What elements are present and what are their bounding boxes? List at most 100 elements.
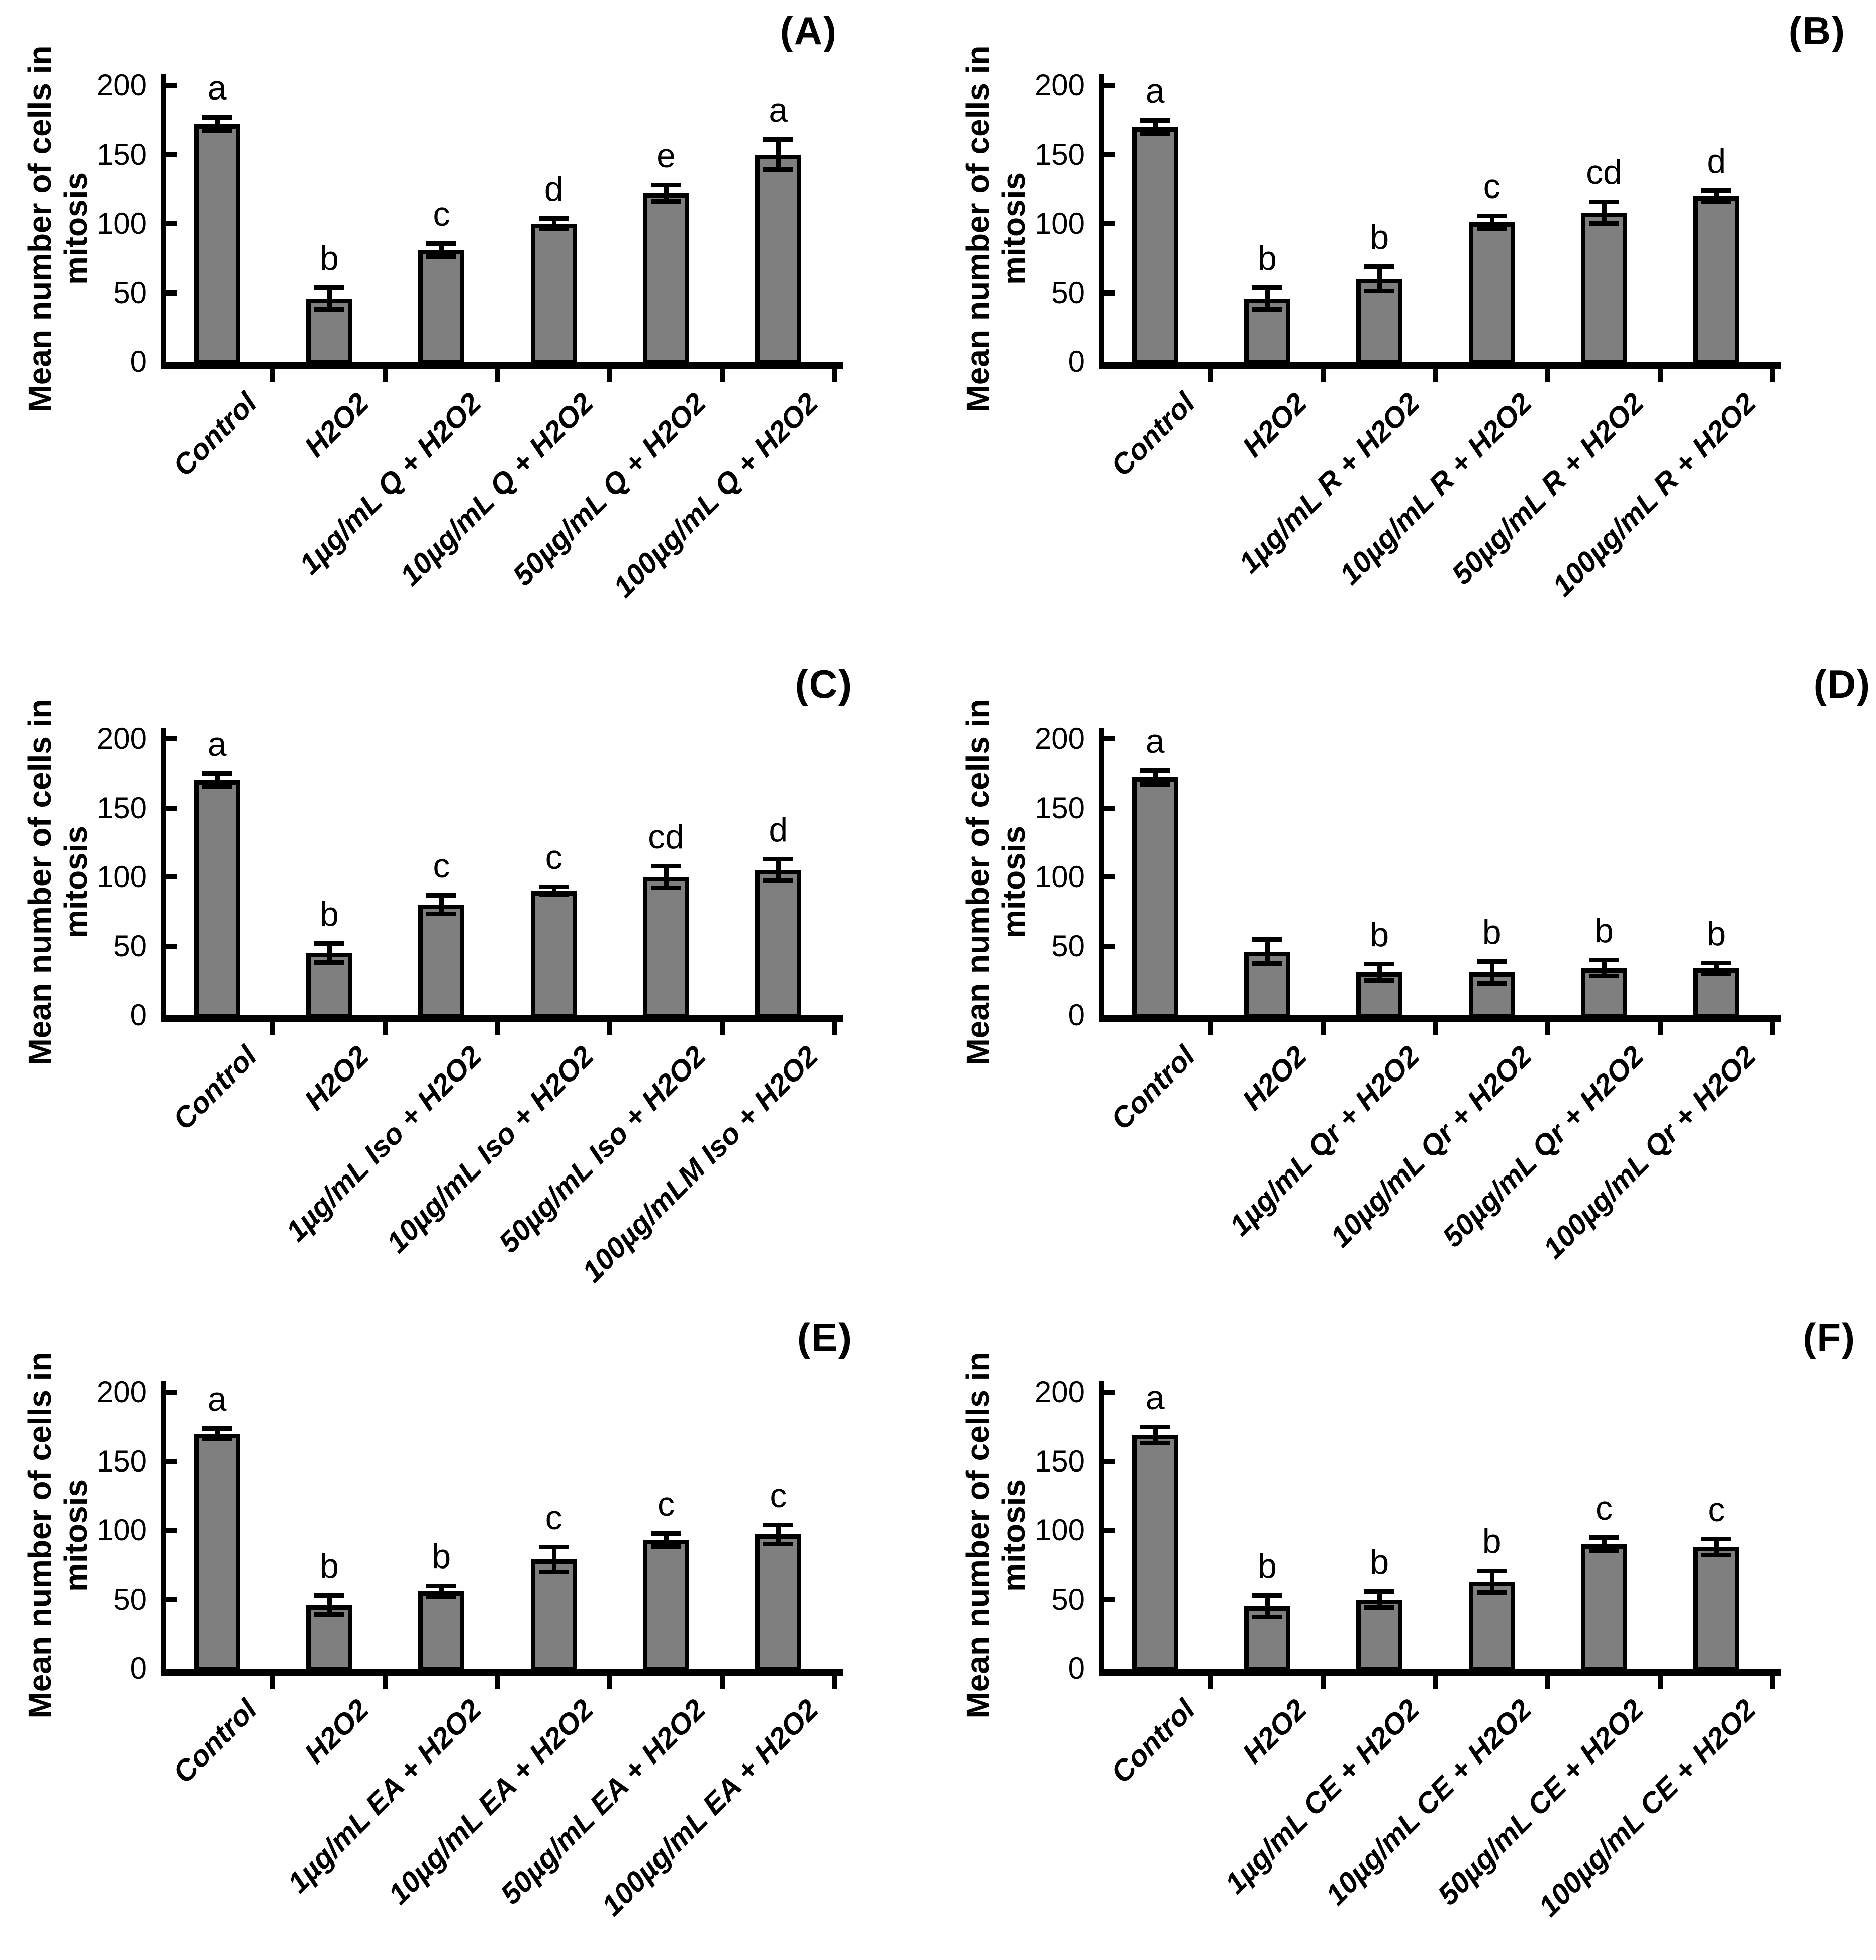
y-tick-label: 50	[1051, 1582, 1085, 1616]
bar	[418, 905, 465, 1018]
bar	[1132, 777, 1178, 1018]
x-tick	[1545, 1022, 1551, 1035]
error-bar-cap-bottom	[1252, 961, 1282, 966]
error-bar-line	[1714, 1538, 1719, 1555]
error-bar-cap-bottom	[1364, 1605, 1395, 1610]
x-tick	[383, 369, 388, 382]
x-tick-label: 100µg/mL R + H2O2	[1546, 386, 1763, 603]
y-tick-label: 150	[1034, 1444, 1085, 1478]
significance-letter: a	[1145, 71, 1165, 110]
y-tick	[166, 152, 177, 157]
error-bar-cap-bottom	[202, 1436, 232, 1441]
significance-letter: c	[545, 1499, 562, 1537]
x-tick-label: 10µg/mL Q + H2O2	[394, 386, 600, 593]
error-bar-cap-top	[1701, 1536, 1732, 1541]
y-tick	[1104, 83, 1115, 88]
error-bar-line	[1265, 1595, 1270, 1618]
error-bar-cap-bottom	[763, 167, 794, 172]
y-tick-label: 50	[113, 929, 147, 963]
y-tick	[1104, 152, 1115, 157]
y-tick	[166, 805, 177, 811]
bar	[643, 193, 689, 365]
error-bar-cap-top	[1589, 1535, 1619, 1540]
error-bar-line	[1714, 962, 1719, 974]
bar	[755, 870, 802, 1018]
y-tick	[1104, 290, 1115, 296]
y-tick-label: 200	[96, 722, 147, 755]
error-bar-cap-top	[1364, 962, 1395, 967]
bar	[1244, 951, 1290, 1018]
panel-title-D: (D)	[1813, 662, 1871, 706]
x-tick	[270, 369, 276, 382]
x-axis-line	[161, 1669, 843, 1676]
y-axis-line	[1099, 728, 1104, 1022]
x-tick	[1545, 1676, 1551, 1689]
panel-B: (B) Mean number of cells in mitosis 0 50 1…	[938, 0, 1876, 653]
y-tick-label: 50	[1051, 929, 1085, 963]
significance-letter: b	[1482, 1522, 1502, 1560]
error-bar-cap-bottom	[763, 1541, 794, 1546]
y-tick-label: 50	[1051, 275, 1085, 310]
error-bar-cap-bottom	[538, 892, 569, 897]
x-tick-label: 100µg/mLM Iso + H2O2	[576, 1039, 825, 1289]
error-bar-line	[439, 1586, 444, 1597]
x-tick	[607, 369, 613, 382]
error-bar-line	[1489, 1570, 1494, 1593]
y-axis-line	[161, 74, 166, 369]
error-bar-cap-bottom	[1701, 971, 1732, 976]
significance-letter: cd	[648, 818, 684, 856]
error-bar-cap-top	[651, 1531, 681, 1536]
error-bar-cap-top	[1476, 1568, 1507, 1573]
x-tick-label: 50µg/mL Q + H2O2	[506, 386, 712, 593]
y-tick-label: 0	[130, 1651, 147, 1685]
y-tick-label: 100	[96, 860, 147, 894]
significance-letter: b	[320, 239, 339, 277]
panel-title-F: (F)	[1803, 1315, 1856, 1359]
significance-letter: b	[320, 1547, 339, 1586]
error-bar-line	[1377, 1591, 1382, 1608]
error-bar-cap-top	[314, 941, 344, 946]
error-bar-cap-bottom	[202, 785, 232, 790]
y-tick	[166, 1528, 177, 1533]
error-bar-cap-top	[426, 893, 457, 898]
panel-title-E: (E)	[797, 1315, 853, 1359]
significance-letter: b	[1258, 239, 1277, 277]
y-tick-label: 0	[1068, 998, 1085, 1032]
y-tick-label: 150	[96, 791, 147, 825]
x-tick-label: H2O2	[1236, 386, 1314, 463]
bar	[530, 891, 577, 1018]
x-tick-label: 1µg/mL Iso + H2O2	[279, 1039, 488, 1248]
x-axis-line	[161, 1015, 843, 1022]
y-axis-line	[1099, 74, 1104, 369]
y-tick-label: 150	[96, 1444, 147, 1478]
y-tick-label: 100	[1034, 207, 1085, 240]
x-tick	[1657, 369, 1663, 382]
error-bar-cap-top	[651, 183, 681, 187]
y-tick	[166, 874, 177, 879]
error-bar-cap-bottom	[202, 128, 232, 133]
bar	[755, 154, 802, 365]
y-tick-label: 200	[96, 68, 147, 102]
x-tick-label: H2O2	[298, 1039, 376, 1117]
significance-letter: b	[1370, 218, 1389, 257]
y-tick	[166, 83, 177, 88]
significance-letter: b	[432, 1537, 451, 1576]
x-tick-label: 50µg/mL R + H2O2	[1445, 386, 1650, 592]
panel-F: (F) Mean number of cells in mitosis 0 50 1…	[938, 1307, 1876, 1960]
significance-letter: a	[769, 91, 788, 130]
x-tick	[719, 1676, 725, 1689]
y-axis-line	[161, 728, 166, 1022]
y-tick	[166, 221, 177, 226]
x-tick-label: 50µg/mL EA + H2O2	[494, 1693, 712, 1911]
x-tick	[1321, 1676, 1326, 1689]
x-tick	[1321, 1022, 1326, 1035]
bar	[418, 250, 465, 365]
bar	[643, 877, 689, 1018]
y-tick-label: 0	[1068, 345, 1085, 378]
y-tick-label: 0	[130, 345, 147, 378]
x-tick	[1770, 1676, 1775, 1689]
significance-letter: b	[1594, 912, 1614, 950]
error-bar-cap-bottom	[1589, 974, 1619, 978]
error-bar-cap-top	[763, 137, 794, 142]
y-tick	[1104, 1458, 1115, 1464]
